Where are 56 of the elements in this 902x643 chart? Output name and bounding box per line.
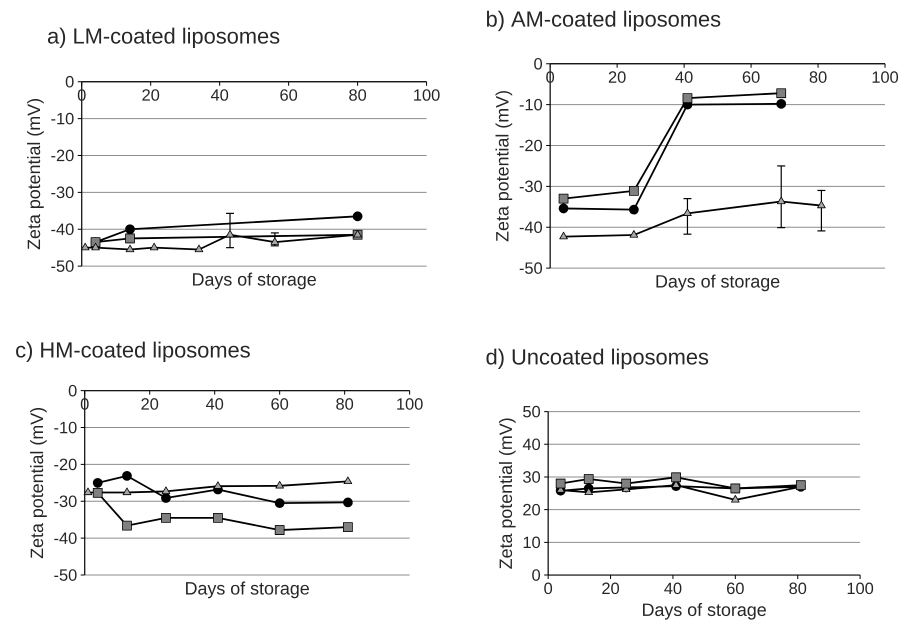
chart-title: b) AM-coated liposomes — [486, 10, 720, 32]
x-axis-title: Days of storage — [186, 582, 309, 598]
y-tick-label: -40 — [520, 222, 542, 234]
y-tick-label: 40 — [522, 438, 540, 450]
x-tick-label: 20 — [142, 89, 160, 101]
x-tick-label: 20 — [602, 582, 620, 594]
y-tick-label: -20 — [51, 150, 74, 162]
y-tick-label: -20 — [54, 458, 77, 470]
x-tick-label: 100 — [414, 89, 440, 101]
y-tick-label: -50 — [520, 262, 542, 274]
y-tick-label: -10 — [520, 98, 542, 111]
y-tick-label: 50 — [523, 406, 540, 418]
x-tick-label: 40 — [675, 71, 693, 83]
x-axis-title: Days of storage — [643, 603, 766, 620]
x-tick-label: 60 — [742, 71, 760, 83]
y-tick-label: -50 — [54, 569, 77, 581]
y-tick-label: -10 — [51, 112, 74, 124]
chart-title: a) LM-coated liposomes — [48, 28, 280, 48]
y-tick-label: 0 — [68, 384, 77, 397]
y-tick-label: -40 — [51, 223, 74, 236]
y-axis-title: Zeta potential (mV) — [496, 91, 512, 242]
x-tick-label: 80 — [789, 582, 806, 594]
y-axis-title: Zeta potential (mV) — [27, 99, 44, 250]
x-tick-label: 20 — [608, 71, 626, 83]
chart-title: c) HM-coated liposomes — [16, 342, 250, 362]
x-tick-label: 60 — [271, 398, 288, 410]
y-axis-title: Zeta potential (mV) — [30, 408, 47, 558]
x-tick-label: 100 — [872, 71, 898, 83]
x-tick-label: 20 — [141, 398, 158, 410]
x-tick-label: 60 — [727, 582, 744, 594]
x-tick-label: 80 — [349, 89, 366, 101]
x-axis-title: Days of storage — [656, 274, 780, 292]
y-tick-label: 30 — [523, 471, 540, 483]
y-tick-label: 10 — [524, 536, 540, 548]
y-tick-label: -40 — [54, 532, 77, 544]
y-tick-label: 0 — [534, 58, 542, 70]
x-tick-label: 100 — [848, 582, 874, 594]
x-axis-title: Days of storage — [193, 272, 316, 290]
x-tick-label: 40 — [206, 398, 224, 410]
y-tick-label: -30 — [520, 180, 542, 192]
y-tick-label: -30 — [51, 186, 74, 198]
y-tick-label: 20 — [523, 504, 540, 516]
x-tick-label: 60 — [280, 89, 298, 101]
y-tick-label: -20 — [520, 140, 542, 152]
y-tick-label: -30 — [54, 496, 77, 508]
y-axis-title: Zeta potential (mV) — [498, 418, 516, 569]
y-tick-label: 0 — [532, 569, 540, 581]
chart-title: d) Uncoated liposomes — [486, 348, 708, 370]
y-tick-label: -10 — [54, 422, 77, 434]
x-tick-label: 80 — [810, 71, 827, 83]
x-tick-label: 40 — [210, 89, 228, 101]
x-tick-label: 80 — [336, 398, 354, 410]
x-tick-label: 0 — [544, 582, 552, 594]
y-tick-label: -50 — [51, 260, 74, 272]
x-tick-label: 40 — [664, 582, 682, 594]
x-tick-label: 100 — [397, 398, 423, 410]
